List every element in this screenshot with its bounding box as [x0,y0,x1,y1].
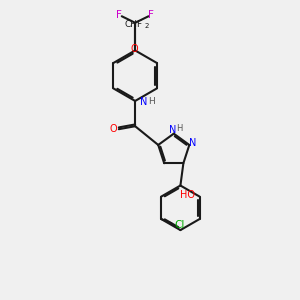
Text: H: H [176,124,182,133]
Text: H: H [148,97,155,106]
Text: N: N [140,98,147,107]
Text: O: O [110,124,117,134]
Text: CHF: CHF [124,20,143,29]
Text: O: O [131,44,138,54]
Text: F: F [116,10,122,20]
Text: N: N [169,125,176,135]
Text: Cl: Cl [174,220,185,230]
Text: HO: HO [180,190,195,200]
Text: N: N [189,139,197,148]
Text: F: F [148,10,154,20]
Text: 2: 2 [144,23,148,29]
